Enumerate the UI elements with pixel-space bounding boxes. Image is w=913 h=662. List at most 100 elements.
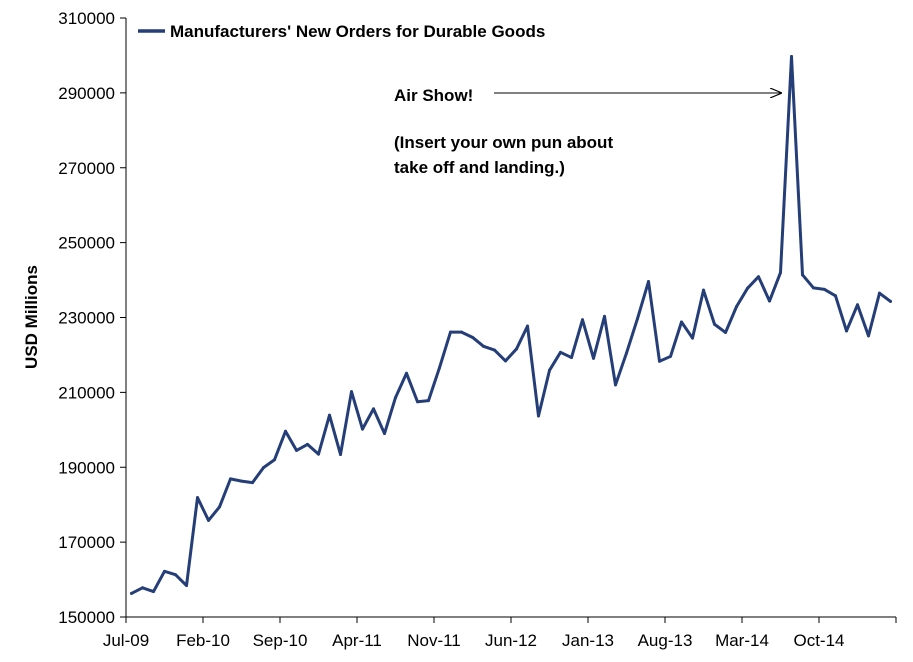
data-point — [295, 448, 298, 452]
data-point — [647, 280, 650, 284]
data-point — [130, 591, 133, 595]
data-point — [482, 344, 485, 348]
data-point — [702, 288, 705, 292]
annotation-air-show: Air Show! — [394, 86, 473, 105]
data-point — [449, 330, 452, 334]
y-ticks: 150000 170000 190000 210000 230000 250000 2700… — [58, 9, 126, 627]
data-point — [350, 390, 353, 394]
data-point — [493, 348, 496, 352]
y-tick-label: 170000 — [58, 533, 115, 552]
data-point — [152, 590, 155, 594]
annotation-pun-line-2: take off and landing.) — [394, 158, 565, 177]
x-tick-label: Jan-13 — [562, 631, 614, 650]
data-point — [284, 429, 287, 433]
data-point — [427, 399, 430, 403]
data-point — [603, 314, 606, 318]
y-axis-title: USD Millions — [22, 265, 41, 369]
data-point — [383, 432, 386, 436]
data-point — [779, 271, 782, 275]
y-tick-label: 190000 — [58, 458, 115, 477]
x-tick-label: Jun-12 — [485, 631, 537, 650]
y-tick-label: 150000 — [58, 608, 115, 627]
data-point — [471, 335, 474, 339]
data-point — [680, 320, 683, 324]
x-tick-label: Jul-09 — [103, 631, 149, 650]
data-point — [416, 400, 419, 404]
x-tick-label: Sep-10 — [253, 631, 308, 650]
y-tick-label: 310000 — [58, 9, 115, 28]
data-point — [713, 322, 716, 326]
data-point — [801, 273, 804, 277]
data-point — [790, 55, 793, 59]
data-point — [889, 299, 892, 303]
data-point — [845, 329, 848, 333]
data-point — [515, 347, 518, 351]
data-point — [174, 573, 177, 577]
data-point — [537, 414, 540, 418]
data-point — [405, 371, 408, 375]
x-tick-label: Aug-13 — [638, 631, 693, 650]
data-point — [636, 317, 639, 321]
data-point — [361, 427, 364, 431]
data-point — [229, 477, 232, 481]
data-point — [218, 505, 221, 509]
data-point — [240, 479, 243, 483]
x-tick-label: Oct-14 — [793, 631, 844, 650]
series-points — [130, 55, 892, 595]
x-tick-label: Apr-11 — [332, 631, 382, 650]
data-point — [526, 324, 529, 328]
data-point — [658, 359, 661, 363]
data-point — [394, 396, 397, 400]
data-point — [273, 458, 276, 462]
data-point — [691, 336, 694, 340]
data-point — [878, 291, 881, 295]
data-point — [757, 275, 760, 279]
data-point — [669, 354, 672, 358]
annotation-pun-line-1: (Insert your own pun about — [394, 133, 613, 152]
y-tick-label: 270000 — [58, 159, 115, 178]
data-point — [625, 351, 628, 355]
data-point — [163, 569, 166, 573]
y-tick-label: 290000 — [58, 84, 115, 103]
x-tick-label: Mar-14 — [715, 631, 769, 650]
data-point — [438, 366, 441, 370]
data-point — [867, 334, 870, 338]
data-point — [823, 287, 826, 291]
data-point — [746, 286, 749, 290]
data-point — [570, 356, 573, 360]
data-point — [834, 294, 837, 298]
data-point — [735, 305, 738, 309]
y-tick-label: 250000 — [58, 234, 115, 253]
data-point — [460, 330, 463, 334]
data-point — [812, 286, 815, 290]
data-point — [592, 356, 595, 360]
series-line-durable-goods — [130, 55, 892, 595]
data-point — [328, 413, 331, 417]
data-point — [251, 481, 254, 485]
data-point — [724, 330, 727, 334]
data-point — [559, 350, 562, 354]
data-point — [141, 586, 144, 590]
data-point — [185, 584, 188, 588]
x-tick-label: Feb-10 — [176, 631, 230, 650]
data-point — [768, 299, 771, 303]
data-point — [581, 318, 584, 322]
data-point — [306, 442, 309, 446]
x-tick-label: Nov-11 — [407, 631, 461, 650]
x-ticks: Jul-09 Feb-10 Sep-10 Apr-11 Nov-11 Jun-12 Jan-… — [103, 617, 897, 650]
data-point — [372, 407, 375, 411]
data-point — [262, 466, 265, 470]
data-point — [317, 452, 320, 456]
data-point — [196, 496, 199, 500]
data-point — [614, 383, 617, 387]
y-tick-label: 210000 — [58, 383, 115, 402]
legend: Manufacturers' New Orders for Durable Go… — [138, 22, 545, 41]
data-point — [207, 518, 210, 522]
data-point — [339, 453, 342, 457]
y-tick-label: 230000 — [58, 309, 115, 328]
data-point — [856, 303, 859, 307]
legend-label: Manufacturers' New Orders for Durable Go… — [170, 22, 545, 41]
data-point — [504, 359, 507, 363]
data-point — [548, 368, 551, 372]
